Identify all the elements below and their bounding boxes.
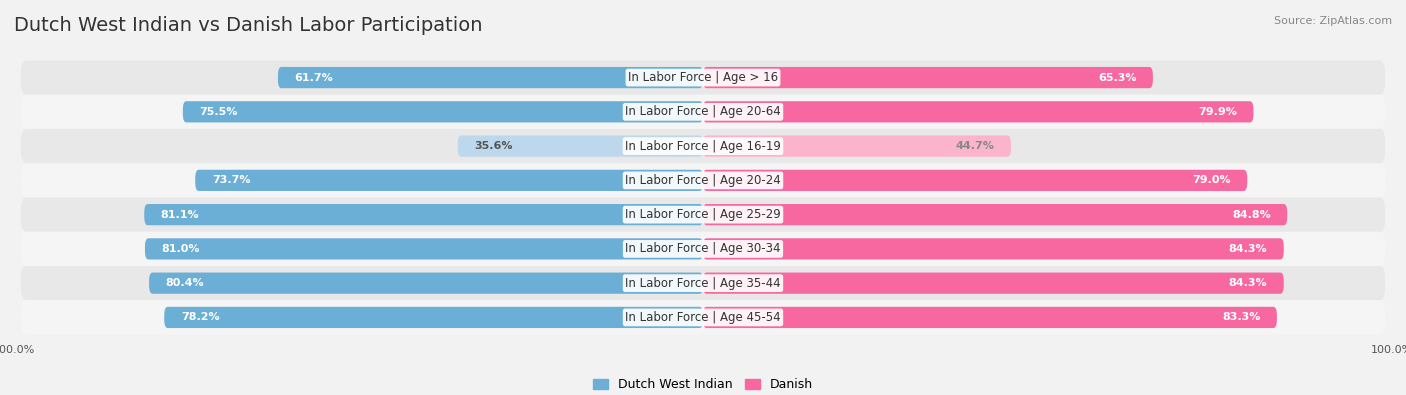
- Text: 84.3%: 84.3%: [1229, 278, 1267, 288]
- FancyBboxPatch shape: [703, 238, 1284, 260]
- Text: In Labor Force | Age 30-34: In Labor Force | Age 30-34: [626, 243, 780, 256]
- FancyBboxPatch shape: [21, 300, 1385, 335]
- FancyBboxPatch shape: [703, 135, 1011, 157]
- Text: In Labor Force | Age 25-29: In Labor Force | Age 25-29: [626, 208, 780, 221]
- Text: 81.1%: 81.1%: [160, 210, 200, 220]
- FancyBboxPatch shape: [703, 307, 1277, 328]
- Text: In Labor Force | Age 16-19: In Labor Force | Age 16-19: [626, 139, 780, 152]
- Text: 84.3%: 84.3%: [1229, 244, 1267, 254]
- FancyBboxPatch shape: [703, 204, 1288, 225]
- Text: In Labor Force | Age 35-44: In Labor Force | Age 35-44: [626, 276, 780, 290]
- FancyBboxPatch shape: [145, 238, 703, 260]
- Text: 79.0%: 79.0%: [1192, 175, 1230, 185]
- FancyBboxPatch shape: [21, 129, 1385, 163]
- FancyBboxPatch shape: [21, 95, 1385, 129]
- Text: 35.6%: 35.6%: [474, 141, 513, 151]
- FancyBboxPatch shape: [703, 273, 1284, 294]
- Text: 80.4%: 80.4%: [166, 278, 204, 288]
- FancyBboxPatch shape: [183, 101, 703, 122]
- FancyBboxPatch shape: [195, 170, 703, 191]
- FancyBboxPatch shape: [703, 67, 1153, 88]
- FancyBboxPatch shape: [458, 135, 703, 157]
- Text: 78.2%: 78.2%: [181, 312, 219, 322]
- Text: In Labor Force | Age > 16: In Labor Force | Age > 16: [628, 71, 778, 84]
- FancyBboxPatch shape: [703, 101, 1254, 122]
- FancyBboxPatch shape: [278, 67, 703, 88]
- Text: In Labor Force | Age 45-54: In Labor Force | Age 45-54: [626, 311, 780, 324]
- FancyBboxPatch shape: [165, 307, 703, 328]
- Text: 61.7%: 61.7%: [294, 73, 333, 83]
- FancyBboxPatch shape: [21, 163, 1385, 198]
- Text: 65.3%: 65.3%: [1098, 73, 1136, 83]
- Text: 84.8%: 84.8%: [1232, 210, 1271, 220]
- Text: In Labor Force | Age 20-24: In Labor Force | Age 20-24: [626, 174, 780, 187]
- Text: 73.7%: 73.7%: [212, 175, 250, 185]
- FancyBboxPatch shape: [21, 198, 1385, 232]
- FancyBboxPatch shape: [21, 60, 1385, 95]
- FancyBboxPatch shape: [149, 273, 703, 294]
- Text: 44.7%: 44.7%: [956, 141, 994, 151]
- FancyBboxPatch shape: [21, 266, 1385, 300]
- Text: 83.3%: 83.3%: [1222, 312, 1260, 322]
- Text: 81.0%: 81.0%: [162, 244, 200, 254]
- Text: 79.9%: 79.9%: [1198, 107, 1237, 117]
- Text: Dutch West Indian vs Danish Labor Participation: Dutch West Indian vs Danish Labor Partic…: [14, 16, 482, 35]
- FancyBboxPatch shape: [145, 204, 703, 225]
- Legend: Dutch West Indian, Danish: Dutch West Indian, Danish: [588, 373, 818, 395]
- FancyBboxPatch shape: [703, 170, 1247, 191]
- Text: 75.5%: 75.5%: [200, 107, 238, 117]
- FancyBboxPatch shape: [21, 232, 1385, 266]
- Text: Source: ZipAtlas.com: Source: ZipAtlas.com: [1274, 16, 1392, 26]
- Text: In Labor Force | Age 20-64: In Labor Force | Age 20-64: [626, 105, 780, 118]
